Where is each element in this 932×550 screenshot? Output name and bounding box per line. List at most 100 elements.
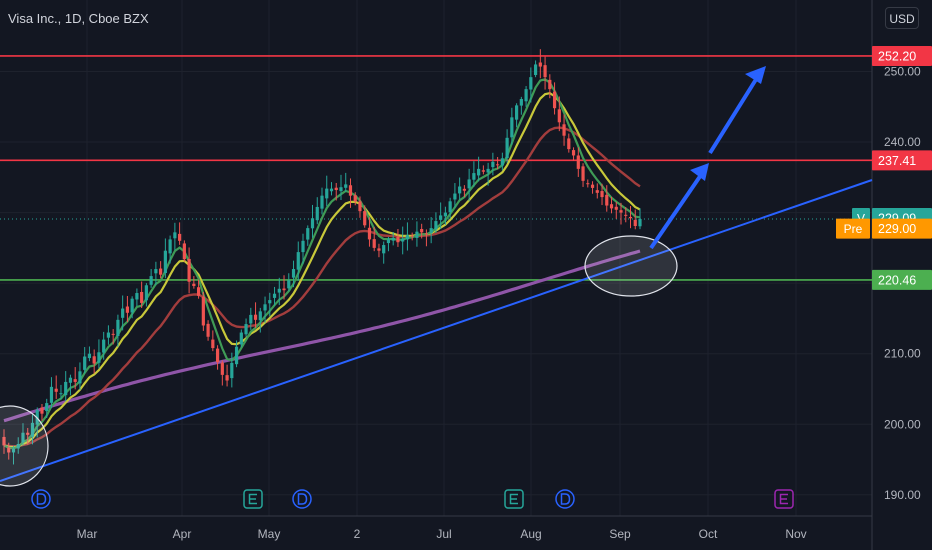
candle-body xyxy=(344,184,348,188)
candle-body xyxy=(102,339,106,353)
candle-body xyxy=(382,245,386,254)
candle-body xyxy=(614,206,618,210)
dividend-marker[interactable] xyxy=(292,489,312,509)
time-tick-label: Jul xyxy=(436,527,451,541)
candle-body xyxy=(49,386,54,403)
earnings-marker-upcoming[interactable] xyxy=(774,489,794,509)
candle-body xyxy=(116,319,120,337)
candle-body xyxy=(320,195,324,209)
candle-body xyxy=(239,332,243,345)
candle-body xyxy=(429,228,433,234)
candle-body xyxy=(125,306,130,313)
candle-body xyxy=(633,219,637,227)
event-markers[interactable] xyxy=(31,489,794,509)
ma-200-line xyxy=(3,249,641,423)
price-tag-pre-market: 229.00 Pre xyxy=(836,218,932,239)
earnings-marker[interactable] xyxy=(243,489,263,509)
candle-body xyxy=(377,248,381,251)
candle-body xyxy=(514,105,519,120)
candle-body xyxy=(481,170,485,172)
candle-body xyxy=(277,288,281,293)
candle-body xyxy=(187,258,191,282)
time-tick-label: Oct xyxy=(699,527,718,541)
candle-body xyxy=(11,448,16,453)
candlestick-series xyxy=(2,49,642,465)
price-tag-resistance-high: 252.20 xyxy=(872,45,932,66)
time-tick-label: Apr xyxy=(173,527,192,541)
candle-body xyxy=(144,285,148,301)
candle-body xyxy=(543,65,547,78)
candle-body xyxy=(557,109,561,123)
ma-mid-line xyxy=(3,92,641,449)
ma-slow-line xyxy=(3,126,641,448)
candle-body xyxy=(472,173,476,180)
candle-body xyxy=(106,332,111,338)
highlight-ellipse-left[interactable] xyxy=(0,405,49,487)
dividend-marker[interactable] xyxy=(31,489,51,509)
candle-body xyxy=(491,161,495,168)
candle-body xyxy=(244,324,248,335)
candle-body xyxy=(315,206,319,221)
candle-body xyxy=(206,323,210,337)
candle-body xyxy=(581,166,585,181)
candle-body xyxy=(329,188,334,192)
time-tick-label: Aug xyxy=(520,527,541,541)
price-tick-label: 200.00 xyxy=(884,417,921,431)
candle-body xyxy=(130,298,134,313)
candle-body xyxy=(339,187,343,192)
candle-body xyxy=(306,228,310,240)
candle-body xyxy=(154,269,158,274)
dividend-marker[interactable] xyxy=(555,489,575,509)
candle-body xyxy=(538,62,542,67)
candle-body xyxy=(225,375,229,381)
earnings-marker[interactable] xyxy=(504,489,524,509)
candle-body xyxy=(510,117,514,138)
candle-body xyxy=(87,353,92,359)
time-tick-label: Nov xyxy=(785,527,806,541)
candle-body xyxy=(529,77,533,90)
candle-body xyxy=(78,371,82,384)
highlight-ellipse-right[interactable] xyxy=(584,235,678,297)
candle-body xyxy=(16,444,20,449)
candle-body xyxy=(163,250,167,274)
projection-arrow-1[interactable] xyxy=(649,163,709,250)
candle-body xyxy=(215,348,220,363)
price-tag-prefix: V xyxy=(857,212,865,226)
candle-body xyxy=(605,194,609,206)
candle-body xyxy=(571,150,576,156)
candle-body xyxy=(159,268,163,275)
projection-arrow-2[interactable] xyxy=(708,66,766,155)
candle-body xyxy=(500,158,504,166)
time-tick-label: May xyxy=(258,527,281,541)
candle-body xyxy=(21,432,25,443)
candle-body xyxy=(628,216,633,219)
candle-body xyxy=(401,238,405,242)
candle-body xyxy=(68,377,73,383)
candle-body xyxy=(2,436,6,446)
candle-body xyxy=(353,195,357,202)
candle-body xyxy=(562,124,566,136)
time-axis-labels: Mar Apr May 2 Jul Aug Sep Oct Nov xyxy=(77,527,807,541)
price-tag-value: 220.46 xyxy=(878,273,916,287)
candle-body xyxy=(410,235,414,237)
candle-body xyxy=(291,269,296,278)
candle-body xyxy=(121,308,125,318)
trendline[interactable] xyxy=(0,179,873,482)
candle-body xyxy=(590,184,595,188)
candle-body xyxy=(220,362,224,375)
candle-body xyxy=(367,227,372,240)
candle-body xyxy=(576,155,580,169)
candle-body xyxy=(496,164,500,166)
candle-body xyxy=(624,214,628,216)
currency-button[interactable]: USD xyxy=(885,7,919,29)
candle-body xyxy=(458,186,462,194)
symbol-title[interactable]: Visa Inc., 1D, Cboe BZX xyxy=(8,11,149,26)
candle-body xyxy=(168,239,172,254)
drawing-annotations[interactable] xyxy=(0,66,873,487)
candle-body xyxy=(586,183,590,185)
candle-body xyxy=(268,300,272,304)
candle-body xyxy=(97,352,101,363)
